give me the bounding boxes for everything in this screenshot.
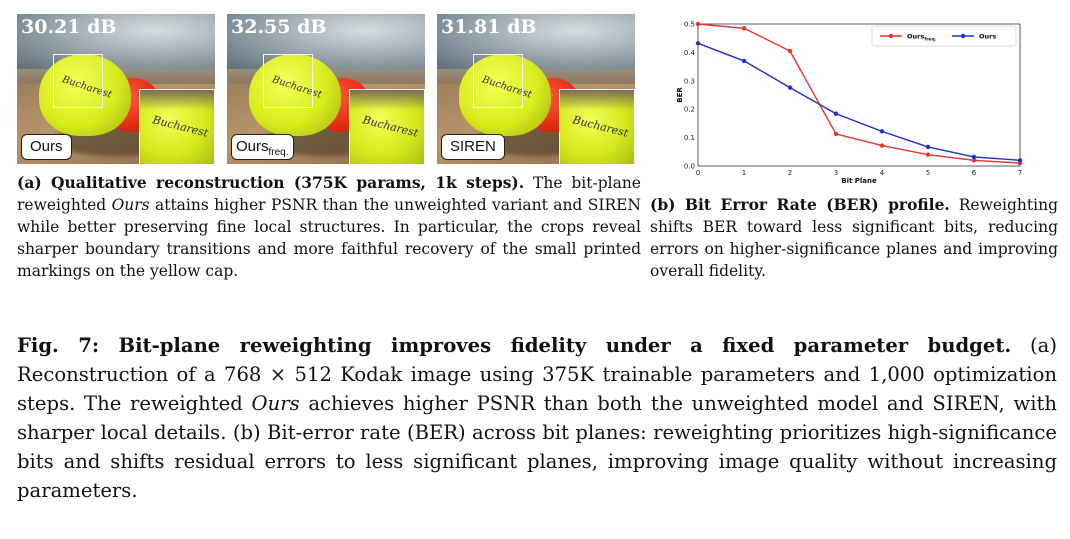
- data-point: [833, 131, 839, 137]
- panel-siren: Bucharest Bucharest 31.81 dB SIREN: [437, 14, 635, 164]
- zoom-inset: Bucharest: [559, 89, 635, 164]
- x-axis-label: Bit Plane: [841, 177, 877, 185]
- data-point: [741, 58, 747, 64]
- psnr-value: 31.81 dB: [441, 16, 537, 38]
- sky-region: [17, 14, 215, 69]
- data-point: [879, 143, 885, 148]
- y-tick-label: 0.1: [684, 134, 695, 142]
- legend-marker: [960, 33, 966, 39]
- panel-ours-freq: Bucharest Bucharest 32.55 dB Oursfreq.: [227, 14, 425, 164]
- x-tick-label: 3: [834, 169, 838, 177]
- legend-label: Ours: [979, 33, 996, 41]
- chart-series: [695, 21, 1023, 166]
- chart-legend: Oursfreq. Ours: [871, 25, 1017, 47]
- x-tick-label: 5: [926, 169, 930, 177]
- data-point: [879, 129, 885, 134]
- data-point: [787, 85, 793, 90]
- yellow-cap: Bucharest: [249, 54, 341, 136]
- psnr-value: 32.55 dB: [231, 16, 327, 38]
- x-tick-label: 0: [696, 169, 700, 177]
- data-point: [741, 26, 747, 31]
- y-tick-label: 0.3: [684, 77, 695, 85]
- subcaption-b: (b) Bit Error Rate (BER) profile. Reweig…: [650, 195, 1058, 280]
- method-label: SIREN: [441, 134, 505, 160]
- zoom-print: Bucharest: [151, 113, 210, 140]
- chart-axes: 0.0 0.1 0.2 0.3 0.4 0.5 0 1 2 3 4 5 6 7: [684, 21, 1022, 178]
- figure-caption: Fig. 7: Bit-plane reweighting improves f…: [17, 334, 1057, 502]
- method-label: Oursfreq.: [231, 134, 294, 160]
- legend-marker: [888, 33, 894, 39]
- zoom-inset: Bucharest: [349, 89, 425, 164]
- zoom-print: Bucharest: [571, 113, 630, 140]
- yellow-cap: Bucharest: [39, 54, 131, 136]
- data-point: [971, 154, 977, 160]
- y-tick-label: 0.4: [684, 49, 696, 57]
- y-tick-label: 0.0: [684, 163, 695, 171]
- x-tick-label: 4: [880, 169, 885, 177]
- x-tick-label: 6: [972, 169, 977, 177]
- y-tick-label: 0.2: [684, 106, 695, 114]
- sky-region: [227, 14, 425, 69]
- panel-ours: Bucharest Bucharest 30.21 dB Ours: [17, 14, 215, 164]
- data-point: [787, 48, 793, 54]
- series-line-0: [697, 23, 1021, 164]
- zoom-inset: Bucharest: [139, 89, 215, 164]
- data-point: [925, 152, 931, 157]
- plot-frame: [697, 23, 1021, 167]
- data-point: [971, 158, 977, 163]
- crop-selection-box: [473, 54, 523, 108]
- data-point: [1017, 158, 1023, 163]
- data-point: [925, 144, 931, 150]
- y-tick-label: 0.5: [684, 21, 695, 29]
- data-point: [833, 111, 839, 116]
- x-tick-label: 1: [742, 169, 746, 177]
- method-label: Ours: [21, 134, 72, 160]
- legend-label: Oursfreq.: [907, 33, 937, 43]
- ber-line-chart: 0.00.10.20.30.40.50 1 2 3 4 5 6 7 Oursfreq. Ours…: [676, 21, 1023, 186]
- subcaption-a: (a) Qualitative reconstruction (375K par…: [17, 173, 641, 280]
- x-tick-label: 2: [788, 169, 792, 177]
- x-tick-label: 7: [1018, 169, 1022, 177]
- data-point: [695, 41, 701, 46]
- sky-region: [437, 14, 635, 69]
- legend-box: [871, 25, 1017, 47]
- series-line-1: [697, 42, 1021, 162]
- zoom-print: Bucharest: [361, 113, 420, 140]
- yellow-cap: Bucharest: [459, 54, 551, 136]
- psnr-value: 30.21 dB: [21, 16, 117, 38]
- data-point: [695, 21, 701, 27]
- crop-selection-box: [53, 54, 103, 108]
- y-axis-label: BER: [676, 87, 684, 103]
- crop-selection-box: [263, 54, 313, 108]
